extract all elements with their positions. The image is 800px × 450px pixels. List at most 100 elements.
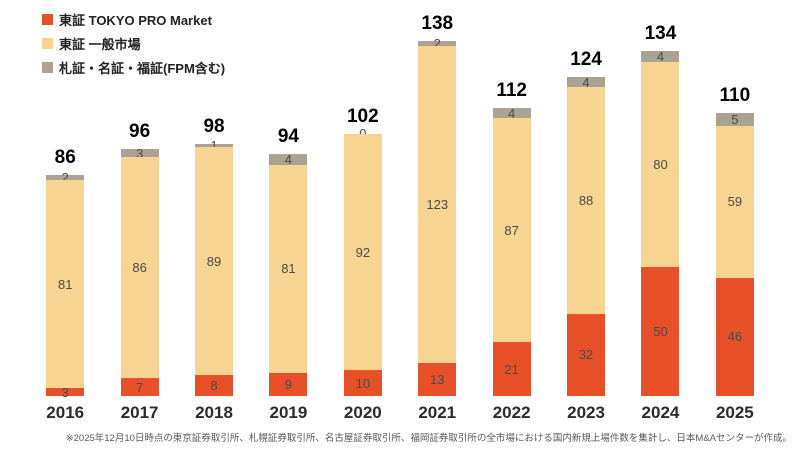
bar-segment: 7 bbox=[120, 378, 159, 396]
segment-value-label: 86 bbox=[132, 259, 147, 275]
legend-label: 東証 一般市場 bbox=[59, 37, 141, 52]
bar-stack: 7 86 3 bbox=[120, 145, 159, 396]
segment-value-label: 13 bbox=[430, 371, 445, 387]
segment-value-label: 50 bbox=[653, 324, 668, 340]
bar-stack: 50 80 4 bbox=[641, 49, 680, 396]
segment-value-label: 81 bbox=[57, 276, 73, 292]
legend-item: 東証 TOKYO PRO Market bbox=[42, 10, 225, 29]
total-label: 110 bbox=[719, 85, 751, 107]
segment-value-label: 4 bbox=[284, 151, 293, 167]
bar-segment: 4 bbox=[641, 49, 680, 65]
segment-value-label: 8 bbox=[210, 378, 218, 394]
bar-segment: 10 bbox=[343, 370, 382, 396]
bar-column: 134 50 80 4 2024 bbox=[623, 0, 697, 430]
segment-value-label: 9 bbox=[284, 376, 293, 392]
segment-value-label: 7 bbox=[135, 379, 144, 395]
bar-column: 96 7 86 3 2017 bbox=[102, 0, 176, 430]
legend-swatch-icon bbox=[42, 14, 53, 25]
segment-value-label: 32 bbox=[578, 347, 594, 363]
total-label: 94 bbox=[277, 126, 299, 148]
bar-stack: 46 59 5 bbox=[715, 112, 754, 396]
bar-segment: 123 bbox=[418, 46, 457, 363]
bar-segment: 2 bbox=[418, 37, 457, 50]
bar-column: 124 32 88 4 2023 bbox=[549, 0, 623, 430]
segment-value-label: 2 bbox=[433, 36, 441, 52]
legend: 東証 TOKYO PRO Market 東証 一般市場札証・名証・福証(FPM含む… bbox=[42, 10, 225, 82]
segment-value-label: 92 bbox=[355, 244, 371, 260]
x-axis-label: 2016 bbox=[46, 403, 85, 422]
bar-segment: 3 bbox=[46, 384, 85, 400]
segment-value-label: 4 bbox=[508, 105, 516, 121]
segment-value-label: 87 bbox=[504, 222, 519, 238]
x-axis-label: 2019 bbox=[269, 403, 308, 422]
segment-value-label: 2 bbox=[61, 169, 69, 185]
bar-segment: 86 bbox=[120, 156, 159, 378]
x-axis-label: 2021 bbox=[418, 403, 457, 422]
total-label: 86 bbox=[54, 146, 76, 168]
x-axis-label: 2024 bbox=[641, 403, 680, 422]
bar-segment: 32 bbox=[567, 313, 606, 396]
bar-segment: 50 bbox=[641, 267, 680, 396]
total-label: 112 bbox=[496, 80, 527, 101]
bar-column: 138 13 123 2 2021 bbox=[400, 0, 474, 430]
segment-value-label: 3 bbox=[61, 384, 69, 400]
segment-value-label: 3 bbox=[135, 145, 144, 161]
bar-segment: 5 bbox=[715, 112, 754, 128]
bar-stack: 10920 bbox=[343, 127, 382, 396]
segment-value-label: 5 bbox=[731, 112, 739, 128]
total-label: 138 bbox=[421, 13, 454, 35]
x-axis-label: 2022 bbox=[492, 403, 531, 422]
bar-segment: 13 bbox=[418, 362, 457, 396]
bar-stack: 3 81 2 bbox=[46, 171, 85, 400]
bar-segment: 92 bbox=[343, 133, 382, 371]
segment-value-label: 21 bbox=[504, 361, 519, 377]
total-label: 98 bbox=[203, 116, 225, 137]
legend-item: 東証 一般市場 bbox=[42, 34, 225, 53]
bar-segment: 4 bbox=[492, 105, 531, 121]
bar-segment: 3 bbox=[120, 145, 159, 161]
bar-column: 110 46 59 5 2025 bbox=[698, 0, 772, 430]
bar-segment: 46 bbox=[715, 277, 754, 396]
x-axis-label: 2017 bbox=[120, 403, 159, 422]
bar-segment: 2 bbox=[46, 171, 85, 184]
total-label: 96 bbox=[129, 121, 151, 143]
x-axis-label: 2018 bbox=[195, 403, 233, 422]
bar-segment: 4 bbox=[567, 74, 606, 90]
legend-item: 札証・名証・福証(FPM含む) bbox=[42, 58, 225, 77]
bar-segment: 88 bbox=[567, 87, 606, 314]
segment-value-label: 80 bbox=[653, 157, 668, 173]
bar-stack: 32 88 4 bbox=[567, 74, 606, 396]
segment-value-label: 81 bbox=[281, 261, 296, 277]
bar-segment: 87 bbox=[492, 118, 531, 342]
bar-segment: 81 bbox=[269, 164, 308, 373]
bar-segment: 1 bbox=[195, 139, 234, 152]
bar-column: 102109202020 bbox=[326, 0, 400, 430]
legend-label: 札証・名証・福証(FPM含む) bbox=[59, 61, 226, 76]
bar-segment: 59 bbox=[715, 126, 754, 278]
legend-swatch-icon bbox=[42, 38, 53, 49]
bar-column: 86 3 81 2 2016 bbox=[28, 0, 102, 430]
x-axis-label: 2020 bbox=[343, 403, 382, 422]
segment-value-label: 89 bbox=[206, 253, 222, 269]
bar-segment: 89 bbox=[195, 146, 234, 376]
segment-value-label: 88 bbox=[578, 193, 594, 209]
bar-column: 98 8 89 1 2018 bbox=[177, 0, 251, 430]
segment-value-label: 4 bbox=[582, 74, 590, 90]
segment-value-label: 123 bbox=[426, 196, 449, 212]
legend-label: 東証 TOKYO PRO Market bbox=[59, 13, 212, 28]
bar-column: 94 9 81 4 2019 bbox=[251, 0, 325, 430]
legend-swatch-icon bbox=[42, 62, 53, 73]
segment-value-label: 46 bbox=[727, 329, 743, 345]
bar-column: 112 21 87 4 2022 bbox=[474, 0, 548, 430]
x-axis-label: 2025 bbox=[715, 403, 754, 422]
bar-stack: 13 123 2 bbox=[418, 37, 457, 396]
total-label: 102 bbox=[346, 105, 379, 127]
source-footnote: ※2025年12月10日時点の東京証券取引所、札幌証券取引所、名古屋証券取引所、… bbox=[65, 433, 792, 444]
bar-stack: 21 87 4 bbox=[492, 105, 531, 396]
bar-segment: 80 bbox=[641, 61, 680, 268]
bar-segment: 9 bbox=[269, 372, 308, 396]
total-label: 134 bbox=[644, 23, 677, 45]
bar-segment: 8 bbox=[195, 375, 234, 396]
bar-segment: 21 bbox=[492, 342, 531, 396]
segment-value-label: 4 bbox=[656, 49, 665, 65]
